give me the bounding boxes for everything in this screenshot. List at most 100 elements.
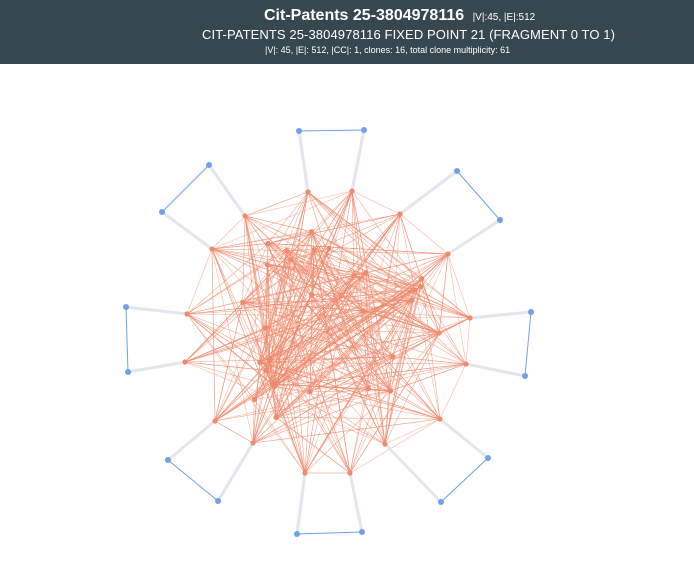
core-node: [308, 229, 315, 235]
core-edge: [384, 213, 401, 445]
core-edge: [314, 249, 421, 288]
core-node: [445, 251, 451, 257]
core-node: [467, 315, 473, 321]
core-edge: [276, 390, 391, 418]
core-edge: [353, 274, 440, 334]
core-edge: [390, 332, 440, 391]
core-edge: [309, 289, 416, 392]
core-edge: [274, 250, 288, 387]
core-edge: [274, 386, 441, 420]
core-edge: [304, 213, 401, 474]
core-edge: [311, 294, 386, 445]
core-edge: [274, 248, 330, 387]
core-node: [387, 388, 394, 394]
core-edge: [186, 313, 271, 362]
core-node: [263, 367, 269, 373]
core-edge: [242, 215, 246, 303]
core-edge: [211, 243, 268, 250]
graph-title: Cit-Patents 25-3804978116: [264, 7, 465, 24]
header-bar: Cit-Patents 25-3804978116 |V|:45, |E|:51…: [0, 0, 694, 64]
core-edge: [307, 191, 413, 301]
core-node: [437, 416, 443, 422]
core-edge: [259, 248, 330, 363]
core-edge: [311, 231, 369, 389]
core-edge: [438, 253, 449, 334]
core-edge: [211, 190, 353, 250]
clone-edge: [524, 311, 532, 377]
clone-spoke: [160, 210, 214, 251]
core-edge: [244, 215, 273, 385]
core-edge: [399, 213, 449, 255]
graph-canvas[interactable]: [0, 64, 694, 578]
core-edge: [286, 248, 329, 251]
core-edge: [242, 301, 364, 312]
core-edge: [186, 248, 213, 315]
clone-spoke: [468, 310, 533, 320]
core-edge: [311, 231, 471, 319]
core-edge: [313, 190, 353, 250]
core-edge: [272, 332, 440, 385]
core-edge: [267, 264, 416, 291]
core-edge: [447, 253, 471, 319]
core-edge: [311, 294, 412, 301]
core-edge: [349, 253, 449, 474]
core-edge: [309, 390, 391, 392]
core-node: [305, 189, 311, 195]
core-edge: [313, 249, 391, 391]
core-edge: [311, 249, 315, 295]
core-edge: [267, 191, 309, 266]
core-edge: [368, 388, 391, 392]
core-node: [397, 211, 403, 217]
core-edge: [272, 310, 364, 385]
core-edge: [184, 310, 364, 363]
clone-spoke: [383, 442, 443, 504]
clone-node: [359, 529, 365, 535]
core-node: [351, 272, 357, 278]
clone-spoke: [350, 128, 366, 193]
core-edge: [309, 275, 355, 392]
clone-edge: [167, 459, 219, 502]
core-edge: [304, 300, 413, 474]
core-node: [412, 287, 418, 293]
core-edge: [254, 213, 401, 400]
clone-node: [159, 209, 165, 215]
core-edge: [286, 250, 416, 291]
core-edge: [265, 299, 412, 329]
clone-node: [215, 498, 221, 504]
core-edge: [353, 274, 416, 291]
clone-spoke: [297, 129, 310, 194]
core-edge: [311, 294, 391, 391]
core-edge: [252, 399, 255, 444]
core-edge: [211, 215, 246, 250]
core-edge: [304, 391, 311, 474]
clone-node: [125, 369, 131, 375]
core-edge: [259, 362, 467, 365]
core-edge: [390, 289, 416, 391]
core-node: [463, 361, 469, 367]
core-edge: [267, 243, 422, 279]
core-edge: [274, 299, 412, 387]
core-edge: [186, 231, 312, 315]
clone-spoke: [398, 169, 459, 216]
core-edge: [259, 362, 369, 389]
core-edge: [184, 253, 449, 363]
core-node: [265, 240, 271, 247]
core-edge: [265, 327, 440, 334]
core-edge: [421, 278, 441, 420]
clone-node: [361, 127, 367, 133]
core-node: [257, 359, 263, 366]
core-edge: [214, 299, 412, 422]
core-edge: [244, 190, 353, 217]
core-edge: [259, 250, 288, 363]
core-node: [242, 213, 248, 219]
core-edge: [242, 243, 269, 303]
core-edge: [259, 191, 309, 363]
clone-node: [497, 217, 503, 223]
core-edge: [184, 361, 275, 387]
clone-spoke: [348, 471, 364, 534]
core-edge: [267, 264, 355, 276]
core-edge: [309, 278, 422, 392]
core-edge: [351, 190, 401, 215]
core-edge: [392, 356, 467, 365]
graph-subtitle: CIT-PATENTS 25-3804978116 FIXED POINT 21…: [202, 27, 616, 42]
